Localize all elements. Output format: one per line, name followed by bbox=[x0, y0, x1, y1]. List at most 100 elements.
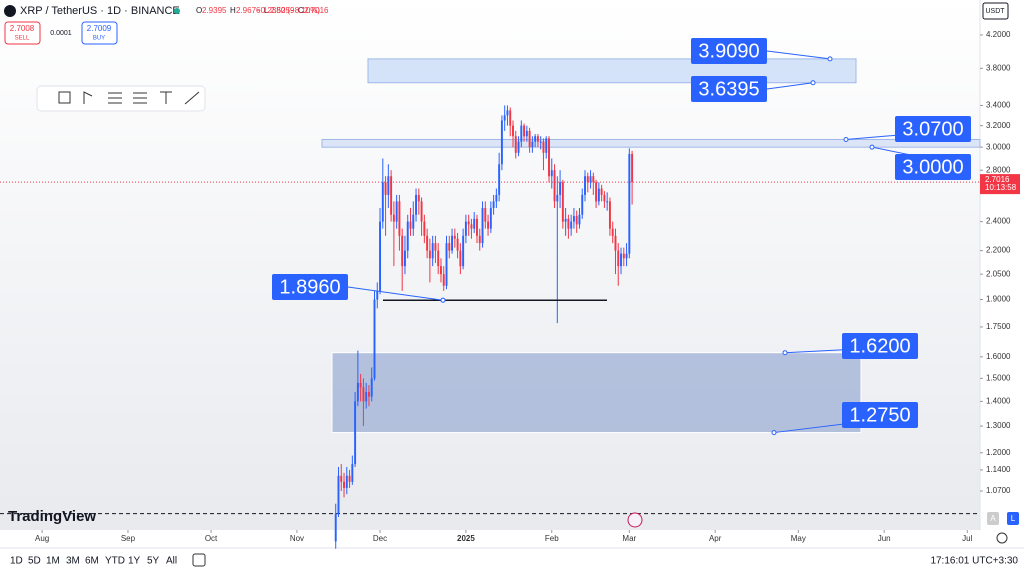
candle-body bbox=[403, 250, 406, 267]
scale-button-label[interactable]: A bbox=[990, 514, 996, 523]
y-tick-label: 2.2000 bbox=[986, 246, 1011, 255]
candle-body bbox=[426, 235, 429, 251]
x-tick-label: Mar bbox=[622, 534, 636, 543]
y-tick-label: 2.8000 bbox=[986, 165, 1011, 174]
candle-body bbox=[381, 182, 384, 222]
candle-body bbox=[423, 221, 426, 236]
candle-body bbox=[628, 153, 631, 254]
event-marker[interactable] bbox=[627, 512, 643, 528]
candle-body bbox=[337, 475, 340, 514]
candle-body bbox=[420, 201, 423, 222]
currency-button[interactable] bbox=[982, 2, 1009, 20]
x-tick-label: 2025 bbox=[457, 534, 475, 543]
symbol-icon bbox=[4, 5, 16, 17]
range-button[interactable]: 3M bbox=[66, 556, 80, 567]
candle-body bbox=[531, 141, 534, 148]
candle-body bbox=[597, 188, 600, 202]
scale-button[interactable] bbox=[1007, 512, 1019, 525]
y-tick-label: 3.4000 bbox=[986, 101, 1011, 110]
sell-label[interactable]: SELL bbox=[15, 36, 30, 42]
candle-body bbox=[487, 221, 490, 229]
callout-box bbox=[272, 274, 348, 300]
candle-body bbox=[620, 253, 622, 267]
tool-range[interactable] bbox=[108, 92, 122, 104]
candle-body bbox=[512, 125, 514, 137]
ohlc-value: 2.9395 bbox=[202, 6, 227, 15]
range-button[interactable]: 5Y bbox=[147, 556, 160, 567]
range-button[interactable]: 1M bbox=[46, 556, 60, 567]
candle-body bbox=[517, 141, 520, 153]
callout-label: 1.8960 bbox=[279, 276, 340, 298]
sell-button[interactable] bbox=[4, 21, 41, 45]
candle-body bbox=[564, 218, 567, 222]
tool-flag[interactable] bbox=[83, 91, 93, 104]
logo: TradingView bbox=[8, 508, 96, 525]
tool-line[interactable] bbox=[184, 91, 200, 105]
candle-body bbox=[539, 141, 542, 143]
sell-price[interactable]: 2.7008 bbox=[10, 24, 35, 33]
buy-price[interactable]: 2.7009 bbox=[87, 24, 112, 33]
candle-body bbox=[442, 274, 445, 286]
candle-body bbox=[525, 130, 528, 137]
change: −0.2380 (−8.10%) bbox=[256, 6, 320, 15]
buy-label[interactable]: BUY bbox=[93, 36, 105, 42]
y-tick-label: 1.0700 bbox=[986, 486, 1011, 495]
candle-body bbox=[492, 201, 495, 208]
currency[interactable]: USDT bbox=[985, 8, 1005, 15]
candle-body bbox=[489, 207, 492, 229]
callout-anchor bbox=[440, 297, 446, 303]
range-button[interactable]: 6M bbox=[85, 556, 99, 567]
candle-body bbox=[611, 228, 614, 236]
tool-rect[interactable] bbox=[58, 91, 71, 104]
callout-anchor bbox=[810, 80, 816, 86]
candle-body bbox=[495, 194, 498, 202]
candle-body bbox=[603, 194, 606, 202]
range-button[interactable]: All bbox=[166, 556, 177, 567]
settings-button[interactable] bbox=[996, 532, 1008, 544]
candle-body bbox=[456, 238, 459, 251]
candle-body bbox=[365, 391, 368, 402]
countdown: 10:13:58 bbox=[985, 183, 1017, 192]
drawing-toolbar bbox=[36, 85, 206, 112]
range-button[interactable]: 5D bbox=[28, 556, 41, 567]
candle-body bbox=[559, 182, 562, 195]
range-button[interactable]: 1D bbox=[10, 556, 23, 567]
y-tick-label: 2.0500 bbox=[986, 269, 1011, 278]
zone bbox=[331, 352, 862, 434]
x-tick-label: Jun bbox=[878, 534, 891, 543]
callout-label: 3.9090 bbox=[698, 40, 759, 62]
candle-body bbox=[592, 176, 595, 183]
callout-anchor bbox=[843, 136, 849, 142]
tool-text[interactable] bbox=[160, 91, 172, 104]
range-button[interactable]: 1Y bbox=[128, 556, 141, 567]
candle-body bbox=[362, 387, 365, 402]
candle-body bbox=[373, 299, 376, 379]
candle-body bbox=[484, 207, 487, 222]
candle-body bbox=[586, 176, 589, 183]
tool-fib[interactable] bbox=[133, 92, 147, 104]
candle-body bbox=[622, 253, 625, 259]
candle-body bbox=[553, 170, 556, 202]
x-tick-label: Feb bbox=[545, 534, 559, 543]
scale-button[interactable] bbox=[987, 512, 999, 525]
date-range-button[interactable] bbox=[192, 553, 206, 567]
callout-label: 3.0700 bbox=[902, 118, 963, 140]
range-button[interactable]: YTD bbox=[105, 556, 125, 567]
candle-body bbox=[387, 176, 390, 195]
candle-body bbox=[340, 475, 343, 482]
scale-button-label[interactable]: L bbox=[1011, 514, 1016, 523]
candle-body bbox=[351, 464, 354, 482]
buy-button[interactable] bbox=[81, 21, 118, 45]
ohlc-value: 2.9676 bbox=[236, 6, 261, 15]
callout-label: 1.6200 bbox=[849, 335, 910, 357]
candle-body bbox=[595, 182, 598, 202]
candle-body bbox=[428, 250, 431, 259]
x-tick-label: May bbox=[791, 534, 806, 543]
candle-body bbox=[367, 391, 370, 397]
callout-box bbox=[895, 154, 971, 180]
x-tick-label: Oct bbox=[205, 534, 218, 543]
candle-body bbox=[556, 194, 559, 202]
candle-body bbox=[356, 382, 359, 402]
candle-body bbox=[509, 110, 512, 126]
